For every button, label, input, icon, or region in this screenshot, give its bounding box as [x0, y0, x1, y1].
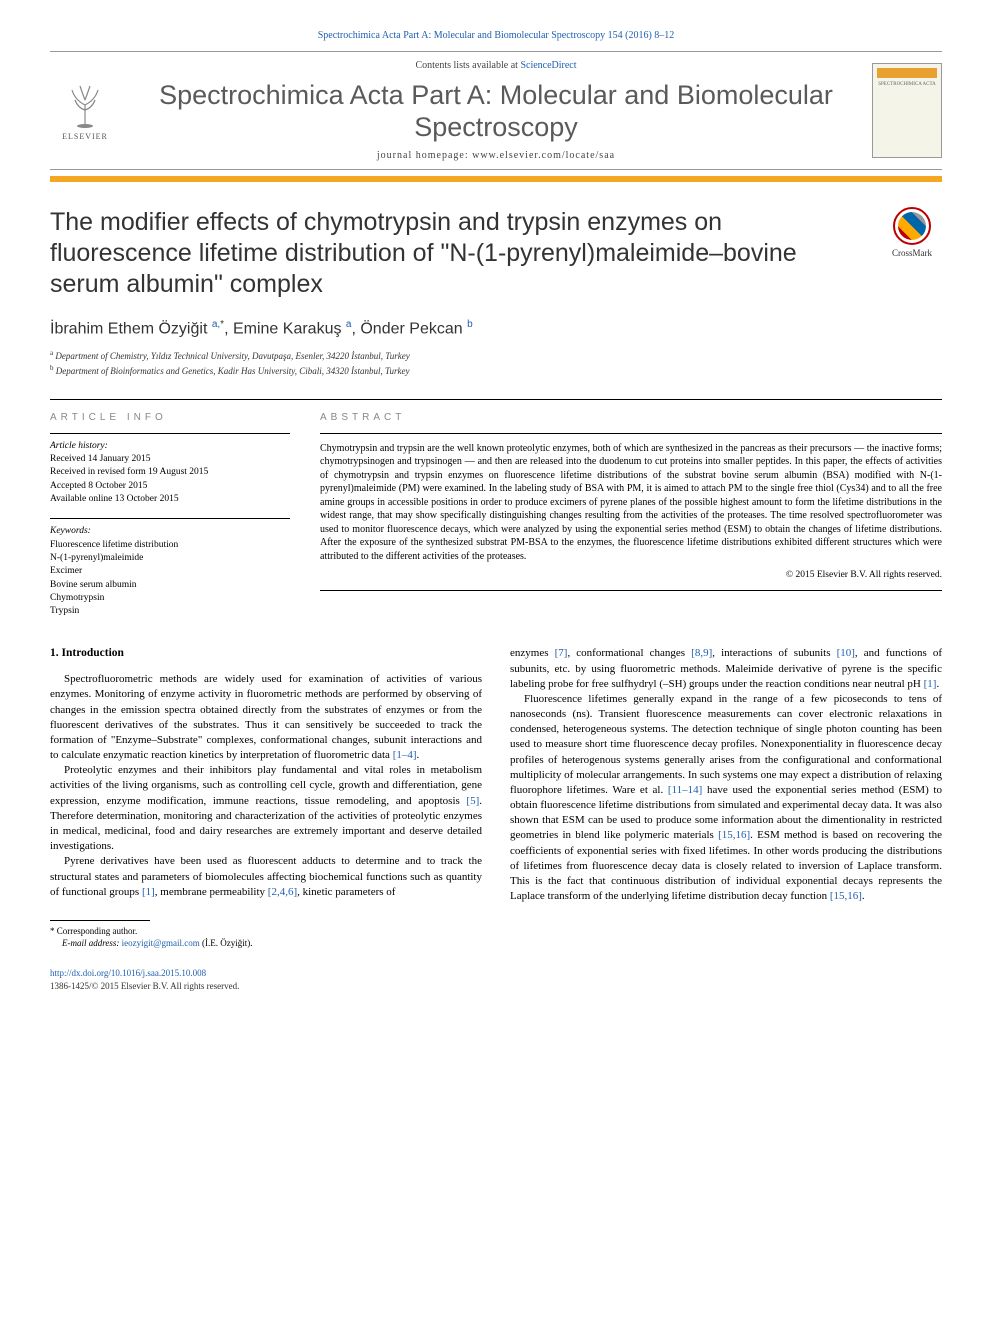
keyword: Chymotrypsin — [50, 592, 290, 605]
cite-link[interactable]: [11–14] — [668, 784, 702, 796]
email-label: E-mail address: — [62, 938, 122, 948]
doi-line: http://dx.doi.org/10.1016/j.saa.2015.10.… — [50, 967, 482, 979]
elsevier-tree-icon — [60, 80, 110, 130]
cite-link[interactable]: [10] — [837, 647, 855, 659]
issn-line: 1386-1425/© 2015 Elsevier B.V. All right… — [50, 980, 482, 992]
article-history: Article history: Received 14 January 201… — [50, 433, 290, 506]
crossmark-icon — [893, 207, 931, 245]
para-5: Fluorescence lifetimes generally expand … — [510, 692, 942, 904]
cover-thumb-text: SPECTROCHIMICA ACTA — [878, 82, 936, 88]
cite-link[interactable]: [1–4] — [393, 749, 417, 761]
journal-ref-link[interactable]: Spectrochimica Acta Part A: Molecular an… — [318, 30, 675, 41]
right-column: enzymes [7], conformational changes [8,9… — [510, 646, 942, 992]
keyword: Trypsin — [50, 605, 290, 618]
cite-link[interactable]: [5] — [466, 795, 479, 807]
abstract-copyright: © 2015 Elsevier B.V. All rights reserved… — [320, 569, 942, 582]
journal-ref-line: Spectrochimica Acta Part A: Molecular an… — [50, 30, 942, 41]
para-2: Proteolytic enzymes and their inhibitors… — [50, 763, 482, 854]
keyword: Excimer — [50, 565, 290, 578]
abstract-label: ABSTRACT — [320, 412, 942, 423]
cite-link[interactable]: [8,9] — [691, 647, 712, 659]
article-info-label: ARTICLE INFO — [50, 412, 290, 423]
para-1: Spectrofluorometric methods are widely u… — [50, 672, 482, 763]
elsevier-logo: ELSEVIER — [50, 70, 120, 150]
keyword: N-(1-pyrenyl)maleimide — [50, 552, 290, 565]
intro-heading: 1. Introduction — [50, 646, 482, 662]
author-1-aff: a, — [212, 319, 220, 330]
body-columns: 1. Introduction Spectrofluorometric meth… — [50, 646, 942, 992]
elsevier-wordmark: ELSEVIER — [62, 132, 108, 141]
title-row: The modifier effects of chymotrypsin and… — [50, 207, 942, 301]
abstract-column: ABSTRACT Chymotrypsin and trypsin are th… — [320, 412, 942, 619]
article-info-row: ARTICLE INFO Article history: Received 1… — [50, 399, 942, 619]
cite-link[interactable]: [15,16] — [830, 890, 862, 902]
article-info-left: ARTICLE INFO Article history: Received 1… — [50, 412, 290, 619]
author-3-aff: b — [467, 319, 473, 330]
author-sep: , — [224, 320, 233, 337]
cover-thumb-bar — [877, 68, 937, 78]
cite-link[interactable]: [15,16] — [718, 829, 750, 841]
journal-homepage: journal homepage: www.elsevier.com/locat… — [120, 150, 872, 161]
keywords-label: Keywords: — [50, 525, 290, 538]
orange-divider — [50, 176, 942, 182]
article-title: The modifier effects of chymotrypsin and… — [50, 207, 862, 301]
crossmark-label: CrossMark — [892, 248, 932, 258]
doi-link[interactable]: http://dx.doi.org/10.1016/j.saa.2015.10.… — [50, 968, 206, 978]
contents-prefix: Contents lists available at — [415, 60, 520, 71]
journal-header-center: Contents lists available at ScienceDirec… — [120, 60, 872, 161]
author-3: Önder Pekcan — [360, 320, 467, 337]
sciencedirect-link[interactable]: ScienceDirect — [520, 60, 576, 71]
author-2: Emine Karakuş — [233, 320, 346, 337]
corresponding-email[interactable]: ieozyigit@gmail.com — [122, 938, 200, 948]
history-received: Received 14 January 2015 — [50, 453, 290, 466]
keyword: Fluorescence lifetime distribution — [50, 539, 290, 552]
affiliation-b: b Department of Bioinformatics and Genet… — [50, 363, 942, 379]
journal-header-row: ELSEVIER Contents lists available at Sci… — [50, 51, 942, 170]
cite-link[interactable]: [1] — [924, 678, 937, 690]
keywords-block: Keywords: Fluorescence lifetime distribu… — [50, 518, 290, 618]
cite-link[interactable]: [7] — [555, 647, 568, 659]
page-container: Spectrochimica Acta Part A: Molecular an… — [0, 0, 992, 1022]
author-1: İbrahim Ethem Özyiğit — [50, 320, 212, 337]
journal-name: Spectrochimica Acta Part A: Molecular an… — [120, 79, 872, 144]
journal-cover-thumb: SPECTROCHIMICA ACTA — [872, 63, 942, 158]
history-revised: Received in revised form 19 August 2015 — [50, 466, 290, 479]
contents-line: Contents lists available at ScienceDirec… — [120, 60, 872, 71]
abstract-text: Chymotrypsin and trypsin are the well kn… — [320, 433, 942, 591]
history-online: Available online 13 October 2015 — [50, 493, 290, 506]
para-3: Pyrene derivatives have been used as flu… — [50, 854, 482, 900]
keyword: Bovine serum albumin — [50, 579, 290, 592]
affiliations: a Department of Chemistry, Yıldız Techni… — [50, 348, 942, 379]
affiliation-a: a Department of Chemistry, Yıldız Techni… — [50, 348, 942, 364]
corresponding-footnote: * Corresponding author. E-mail address: … — [50, 926, 482, 949]
history-label: Article history: — [50, 440, 290, 453]
history-accepted: Accepted 8 October 2015 — [50, 480, 290, 493]
cite-link[interactable]: [2,4,6] — [268, 886, 297, 898]
para-4: enzymes [7], conformational changes [8,9… — [510, 646, 942, 692]
author-list: İbrahim Ethem Özyiğit a,*, Emine Karakuş… — [50, 319, 942, 338]
crossmark-badge[interactable]: CrossMark — [882, 207, 942, 258]
left-column: 1. Introduction Spectrofluorometric meth… — [50, 646, 482, 992]
cite-link[interactable]: [1] — [142, 886, 155, 898]
